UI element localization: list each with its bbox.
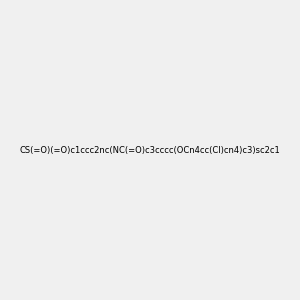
Text: CS(=O)(=O)c1ccc2nc(NC(=O)c3cccc(OCn4cc(Cl)cn4)c3)sc2c1: CS(=O)(=O)c1ccc2nc(NC(=O)c3cccc(OCn4cc(C… xyxy=(20,146,281,154)
